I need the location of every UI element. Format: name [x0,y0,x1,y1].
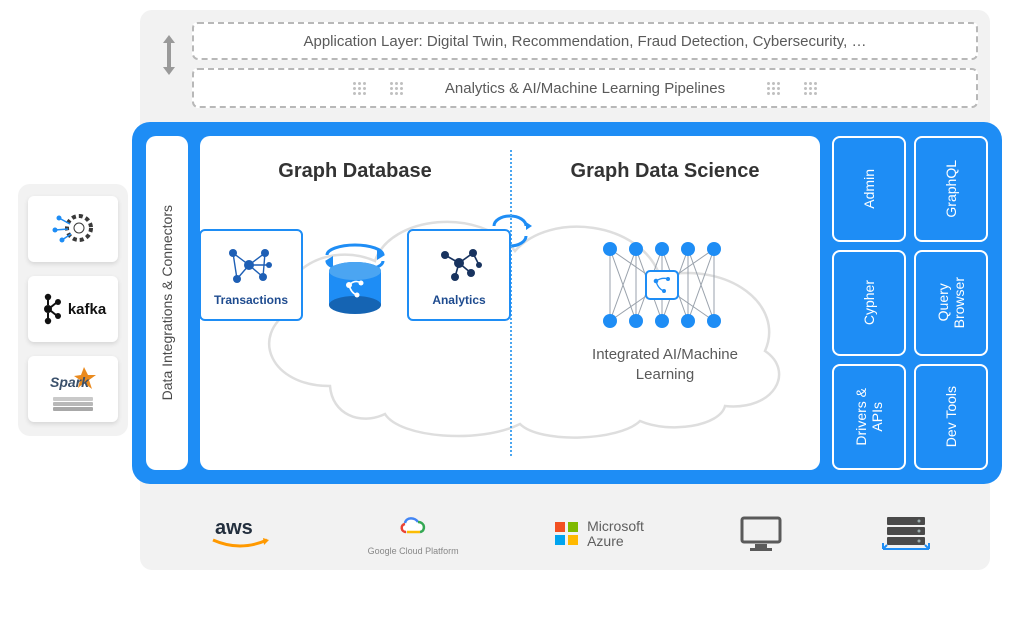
neural-network-icon [590,237,740,333]
aws-icon: aws [207,514,273,554]
transactions-label: Transactions [214,293,288,307]
integrated-ml-label: Integrated AI/Machine Learning [592,345,738,384]
graph-data-science-section: Graph Data Science [510,136,820,470]
tool-cypher: Cypher [832,250,906,356]
graph-database-section: Graph Database [200,136,510,470]
server-rack-icon [879,513,933,555]
analytics-molecule-icon [431,243,487,287]
provider-onprem [879,513,933,555]
server-stack-icon [51,395,95,413]
spark-icon: Spark [46,365,100,395]
pipelines-label: Analytics & AI/Machine Learning Pipeline… [445,80,725,97]
pipelines-box: Analytics & AI/Machine Learning Pipeline… [192,68,978,108]
provider-aws: aws [207,514,273,554]
kafka-icon [40,292,62,326]
application-layer-label: Application Layer: Digital Twin, Recomme… [303,33,866,50]
tool-drivers-apis: Drivers & APIs [832,364,906,470]
gcp-label: Google Cloud Platform [368,546,459,556]
connector-card-neo4j [28,196,118,262]
provider-gcp: Google Cloud Platform [368,512,459,556]
tool-dev-tools: Dev Tools [914,364,988,470]
external-connectors-column: kafka Spark [18,184,128,436]
data-integrations-pill: Data Integrations & Connectors [146,136,188,470]
tool-graphql: GraphQL [914,136,988,242]
graph-network-icon [223,243,279,287]
svg-text:aws: aws [215,517,253,539]
decorative-dots-icon [767,82,780,95]
data-integrations-label: Data Integrations & Connectors [159,205,175,400]
graph-data-science-title: Graph Data Science [571,160,760,183]
transactions-card: Transactions [200,229,303,321]
provider-desktop [738,514,784,554]
application-layer-box: Application Layer: Digital Twin, Recomme… [192,22,978,60]
database-cylinder-icon [315,229,395,321]
decorative-dots-icon [804,82,817,95]
core-platform-panel: Graph Database [200,136,820,470]
graph-database-title: Graph Database [278,160,431,183]
monitor-icon [738,514,784,554]
gear-graph-icon [49,208,97,250]
analytics-label: Analytics [432,293,485,307]
tools-grid: Admin GraphQL Cypher Query Browser Drive… [832,136,988,470]
bidirectional-arrow-icon [158,32,180,78]
provider-azure: Microsoft Azure [553,519,644,550]
azure-label: Microsoft Azure [587,519,644,550]
decorative-dots-icon [353,82,366,95]
tool-admin: Admin [832,136,906,242]
tool-query-browser: Query Browser [914,250,988,356]
connector-card-kafka: kafka [28,276,118,342]
gcp-icon [396,512,430,540]
core-platform-frame: Data Integrations & Connectors Graph Dat… [132,122,1002,484]
decorative-dots-icon [390,82,403,95]
kafka-label: kafka [68,301,106,318]
svg-text:Spark: Spark [50,374,90,390]
azure-icon [553,520,581,548]
analytics-card: Analytics [407,229,511,321]
connector-card-spark: Spark [28,356,118,422]
cloud-providers-row: aws Google Cloud Platform Microsoft Azur… [160,505,980,563]
